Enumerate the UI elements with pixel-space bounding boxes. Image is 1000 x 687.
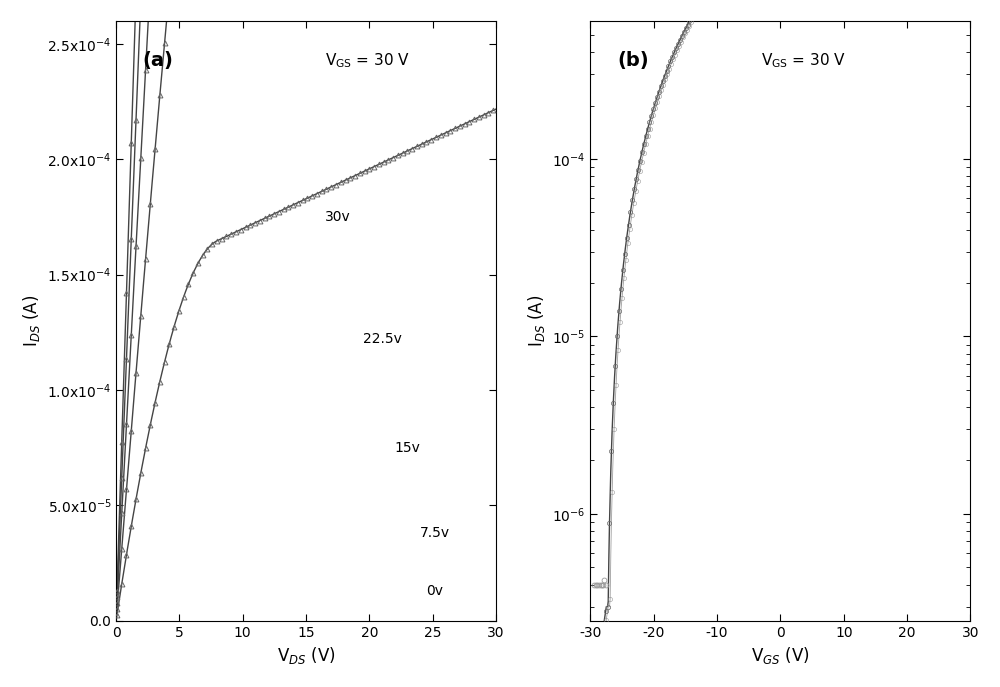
Text: 15v: 15v — [395, 440, 421, 455]
Text: $\mathdefault{V_{GS}}$ = 30 V: $\mathdefault{V_{GS}}$ = 30 V — [761, 51, 847, 69]
Text: 30v: 30v — [325, 210, 351, 224]
Text: 0v: 0v — [426, 584, 443, 598]
Text: 22.5v: 22.5v — [363, 333, 402, 346]
Text: (a): (a) — [143, 51, 173, 70]
Y-axis label: I$_{DS}$ (A): I$_{DS}$ (A) — [526, 295, 547, 347]
Text: $\mathdefault{V_{GS}}$ = 30 V: $\mathdefault{V_{GS}}$ = 30 V — [325, 51, 410, 69]
X-axis label: V$_{DS}$ (V): V$_{DS}$ (V) — [277, 645, 335, 666]
Text: (b): (b) — [617, 51, 649, 70]
X-axis label: V$_{GS}$ (V): V$_{GS}$ (V) — [751, 645, 810, 666]
Text: 7.5v: 7.5v — [420, 526, 450, 540]
Y-axis label: I$_{DS}$ (A): I$_{DS}$ (A) — [21, 295, 42, 347]
